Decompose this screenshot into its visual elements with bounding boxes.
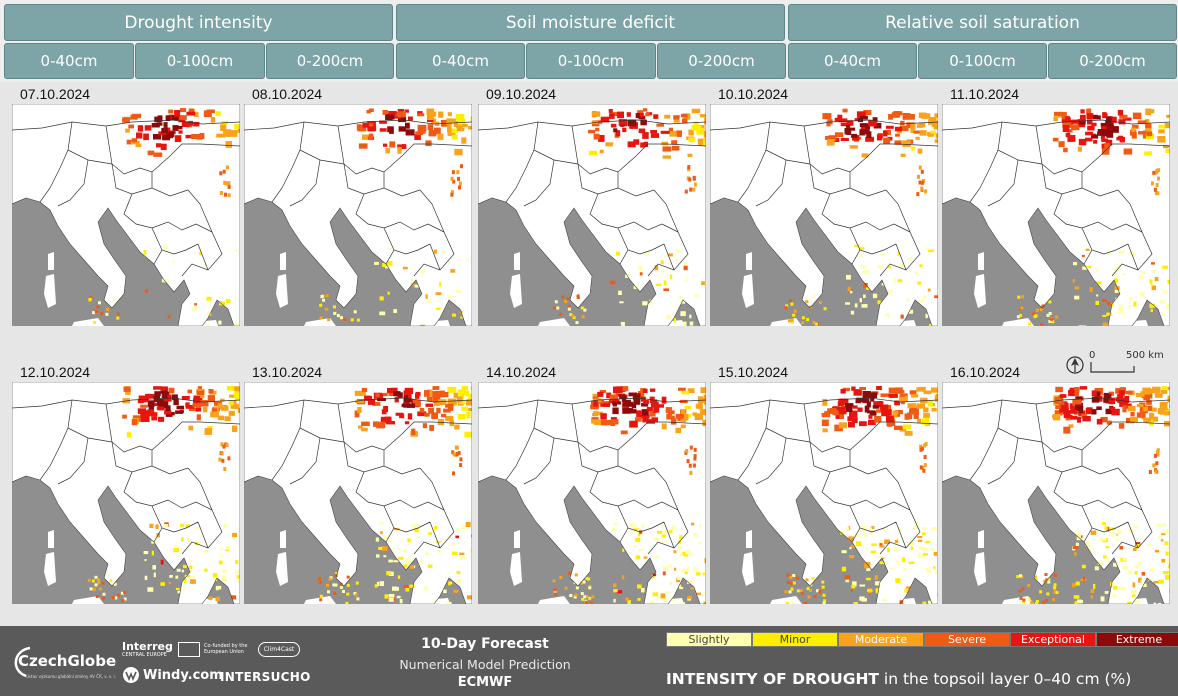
tab-deficit-0-40[interactable]: 0-40cm [396,43,525,79]
clim4cast-name: Clim4Cast [263,646,295,653]
legend-item: Exceptional [1010,632,1096,647]
tab-drought-intensity[interactable]: Drought intensity [4,4,393,41]
czechglobe-logo: CzechGlobe Ústav výzkumu globální změny … [8,644,116,688]
czechglobe-swoosh-icon [14,646,31,678]
tab-drought-0-100[interactable]: 0-100cm [135,43,265,79]
navigation-tabs: Drought intensity Soil moisture deficit … [0,0,1178,82]
scale-distance: 500 km [1126,350,1164,361]
drought-map [942,104,1170,326]
map-panel[interactable]: 10.10.2024 [710,84,938,326]
map-grid: 07.10.2024 08.10.2024 09.10.2024 10.10.2… [0,82,1178,626]
tab-saturation-0-200[interactable]: 0-200cm [1048,43,1177,79]
map-panel[interactable]: 15.10.2024 [710,362,938,604]
intersucho-logo: INTERSUCHO [220,670,311,684]
tab-deficit-0-200[interactable]: 0-200cm [657,43,786,79]
map-panel[interactable]: 12.10.2024 [12,362,240,604]
legend-title: INTENSITY OF DROUGHT in the topsoil laye… [666,670,1131,688]
tab-soil-moisture-deficit[interactable]: Soil moisture deficit [396,4,785,41]
drought-map [478,382,706,604]
map-panel[interactable]: 09.10.2024 [478,84,706,326]
map-panel[interactable]: 08.10.2024 [244,84,472,326]
map-date: 12.10.2024 [20,364,91,380]
scale-zero: 0 [1089,350,1096,361]
forecast-subtitle: Numerical Model Prediction [399,657,571,672]
windy-icon [123,667,139,683]
drought-map [710,104,938,326]
tab-drought-0-200[interactable]: 0-200cm [266,43,394,79]
drought-map [12,104,240,326]
map-date: 14.10.2024 [486,364,557,380]
legend-title-bold: INTENSITY OF DROUGHT [666,670,879,688]
tab-saturation-0-100[interactable]: 0-100cm [918,43,1047,79]
forecast-model: ECMWF [457,675,513,690]
legend-item: Extreme [1096,632,1178,647]
eu-flag-icon [178,642,200,657]
map-panel[interactable]: 13.10.2024 [244,362,472,604]
north-arrow-icon [1066,356,1135,374]
map-date: 15.10.2024 [718,364,789,380]
map-panel[interactable]: 14.10.2024 [478,362,706,604]
footer: CzechGlobe Ústav výzkumu globální změny … [0,626,1178,696]
interreg-logo: Interreg CENTRAL EUROPE [122,640,173,658]
drought-map [478,104,706,326]
map-date: 10.10.2024 [718,86,789,102]
drought-map [710,382,938,604]
drought-legend: Slightly Minor Moderate Severe Exceptional Ex… [666,632,1178,647]
map-panel[interactable]: 07.10.2024 [12,84,240,326]
clim4cast-logo: Clim4Cast [258,642,300,657]
tab-drought-0-40[interactable]: 0-40cm [4,43,134,79]
tab-deficit-0-100[interactable]: 0-100cm [526,43,656,79]
legend-item: Moderate [838,632,924,647]
windy-logo: Windy.com [122,666,223,684]
map-date: 09.10.2024 [486,86,557,102]
tab-saturation-0-40[interactable]: 0-40cm [788,43,917,79]
legend-item: Severe [924,632,1010,647]
interreg-sub: CENTRAL EUROPE [122,652,167,658]
legend-item: Minor [752,632,838,647]
map-date: 13.10.2024 [252,364,323,380]
drought-map [244,382,472,604]
map-date: 11.10.2024 [950,86,1020,102]
forecast-title: 10-Day Forecast [421,636,549,652]
map-date: 16.10.2024 [950,364,1021,380]
drought-map [244,104,472,326]
scale-bar: 0 500 km [1066,350,1176,378]
map-date: 07.10.2024 [20,86,91,102]
drought-map [12,382,240,604]
drought-map [942,382,1170,604]
map-date: 08.10.2024 [252,86,323,102]
tab-relative-soil-saturation[interactable]: Relative soil saturation [788,4,1177,41]
czechglobe-name: CzechGlobe [18,652,117,670]
map-panel[interactable]: 11.10.2024 [942,84,1170,326]
eu-cofunded: Co-funded by the European Union [204,643,248,655]
map-panel[interactable]: 16.10.2024 [942,362,1170,604]
legend-title-rest: in the topsoil layer 0–40 cm (%) [879,670,1132,688]
legend-item: Slightly [666,632,752,647]
czechglobe-sub: Ústav výzkumu globální změny AV ČR, v. v… [26,674,116,679]
interreg-name: Interreg [122,640,173,653]
windy-name: Windy.com [143,667,223,683]
